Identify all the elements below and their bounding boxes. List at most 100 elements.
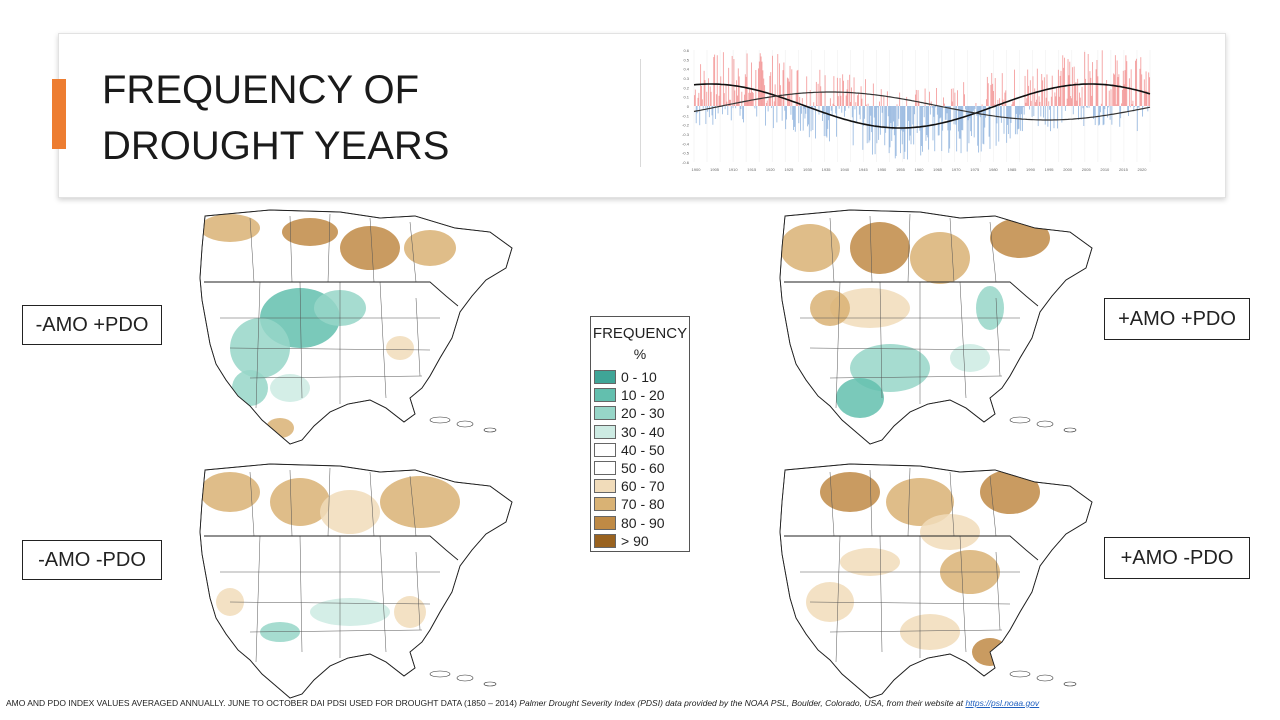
index-bar	[716, 55, 718, 106]
index-bar	[811, 106, 813, 108]
index-bar	[728, 67, 730, 106]
index-bar	[803, 106, 805, 109]
boundary-line	[809, 347, 1011, 351]
index-bar	[1006, 106, 1008, 143]
frequency-patch	[282, 218, 338, 246]
index-bar	[770, 72, 772, 106]
legend-swatch	[594, 424, 616, 439]
index-bar	[1126, 61, 1128, 106]
boundary-line	[379, 535, 387, 653]
index-bar	[819, 69, 821, 106]
index-bar	[925, 106, 927, 141]
index-bar	[1133, 106, 1135, 112]
index-bar	[929, 106, 931, 115]
frequency-patch	[200, 214, 260, 242]
index-bar	[786, 106, 787, 120]
index-bar	[909, 106, 911, 136]
index-bar	[1089, 71, 1091, 106]
index-bar	[865, 104, 867, 106]
index-bar	[900, 106, 902, 131]
index-bar	[918, 100, 920, 106]
index-bar	[952, 88, 954, 106]
index-bar	[787, 78, 789, 106]
index-bar	[825, 106, 827, 137]
boundary-line	[249, 629, 423, 633]
index-bar	[1135, 60, 1136, 106]
index-bar	[806, 76, 808, 106]
index-bar	[799, 96, 801, 106]
index-bar	[808, 106, 809, 125]
index-bar	[1100, 106, 1101, 113]
index-bar	[994, 78, 996, 106]
index-bar	[984, 106, 986, 128]
index-bar	[944, 106, 946, 120]
frequency-patch	[810, 290, 850, 326]
index-bar	[938, 106, 940, 136]
index-bar	[856, 106, 858, 123]
legend-row: 40 - 50	[591, 441, 689, 459]
index-bar	[1121, 89, 1123, 106]
index-bar	[975, 103, 977, 106]
index-bar	[766, 100, 768, 106]
index-bar	[1044, 106, 1046, 125]
y-tick-label: -0.2	[682, 123, 690, 128]
index-bar	[1070, 96, 1072, 106]
index-bar	[1050, 106, 1051, 132]
index-bar	[1065, 105, 1067, 106]
index-bar	[1127, 106, 1129, 112]
index-bar	[722, 106, 723, 115]
boundary-line	[249, 217, 255, 283]
index-bar	[737, 68, 739, 106]
index-bar	[988, 106, 990, 137]
index-bar	[934, 106, 936, 152]
index-bar	[814, 106, 816, 108]
index-bar	[951, 101, 953, 106]
index-bar	[917, 90, 919, 106]
index-bar	[1144, 90, 1146, 106]
index-bar	[960, 106, 962, 154]
index-bar	[859, 106, 861, 120]
index-bar	[872, 106, 873, 155]
index-bar	[978, 106, 980, 153]
index-bar	[899, 92, 901, 106]
index-bar	[986, 99, 987, 106]
index-bar	[715, 106, 716, 119]
index-bar	[1056, 88, 1058, 106]
legend-swatch	[594, 533, 616, 548]
legend-swatch	[594, 497, 616, 512]
index-bar	[1010, 106, 1012, 123]
index-bar	[974, 106, 976, 109]
index-bar	[1068, 75, 1070, 106]
index-bar	[889, 106, 891, 148]
noaa-psl-link[interactable]: https://psl.noaa.gov	[965, 698, 1040, 708]
index-bar	[789, 65, 791, 106]
index-bar	[1004, 92, 1006, 106]
index-bar	[694, 95, 695, 106]
index-bar	[949, 106, 951, 149]
index-bar	[802, 106, 804, 131]
index-bar	[956, 106, 958, 152]
index-bar	[1136, 106, 1138, 132]
index-bar	[1130, 69, 1132, 106]
index-bar	[1029, 80, 1031, 106]
index-bar	[1140, 57, 1142, 106]
index-bar	[1142, 106, 1144, 117]
x-tick-label: 2020	[1138, 167, 1148, 172]
index-bar	[717, 106, 719, 114]
index-bar	[941, 106, 943, 152]
index-bar	[807, 106, 809, 127]
index-bar	[1054, 92, 1056, 106]
index-bar	[935, 106, 937, 108]
footnote-italic: Palmer Drought Severity Index (PDSI) dat…	[519, 698, 966, 708]
boundary-line	[369, 217, 375, 283]
legend-row: 50 - 60	[591, 459, 689, 477]
x-tick-label: 1920	[766, 167, 776, 172]
index-bar	[1114, 74, 1115, 106]
x-tick-label: 1960	[915, 167, 925, 172]
index-bar	[862, 106, 864, 150]
boundary-line	[989, 475, 997, 537]
index-bar	[1057, 69, 1059, 106]
legend-label: > 90	[621, 532, 649, 549]
index-bar	[932, 106, 934, 141]
country-border	[784, 281, 1039, 307]
